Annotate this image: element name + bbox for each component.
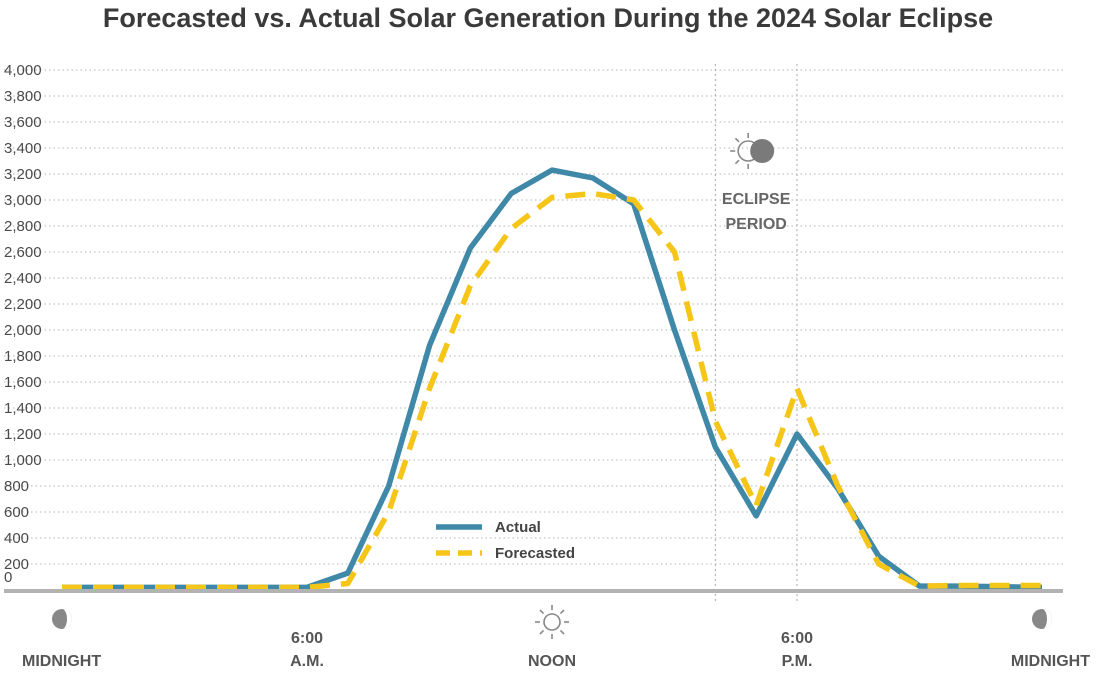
- y-tick-label: 1,200: [4, 426, 42, 443]
- eclipse-ray: [734, 137, 740, 143]
- series-line-forecasted: [62, 190, 1042, 591]
- legend-label: Forecasted: [495, 545, 575, 562]
- eclipse-ray: [734, 159, 740, 165]
- sun-ray: [559, 609, 565, 615]
- y-tick-label: 2,600: [4, 244, 42, 261]
- y-tick-label: 3,000: [4, 192, 42, 209]
- series-lines: [62, 167, 1043, 591]
- legend: Actual Forecasted: [436, 519, 575, 562]
- y-tick-label: 600: [4, 504, 29, 521]
- x-axis-label: 6:00: [291, 630, 323, 647]
- sun-icon: [535, 605, 569, 639]
- y-tick-label: 2,000: [4, 322, 42, 339]
- eclipse-period: ECLIPSE PERIOD: [714, 64, 798, 604]
- eclipse-icon: [730, 133, 775, 169]
- eclipse-label: PERIOD: [725, 216, 786, 233]
- y-tick-label: 400: [4, 530, 29, 547]
- y-tick-label: 200: [4, 556, 29, 573]
- moon-icon: [52, 609, 72, 629]
- legend-label: Actual: [495, 519, 541, 536]
- sun-ray: [559, 629, 565, 635]
- eclipse-label: ECLIPSE: [722, 191, 791, 208]
- y-tick-label: 800: [4, 478, 29, 495]
- x-axis-label: 6:00: [781, 630, 813, 647]
- y-tick-label: 3,200: [4, 166, 42, 183]
- sun-ray: [539, 629, 545, 635]
- y-tick-label: 3,600: [4, 114, 42, 131]
- y-tick-label: 0: [4, 569, 12, 586]
- x-axis-label: A.M.: [290, 653, 324, 670]
- x-axis-label: NOON: [528, 653, 576, 670]
- y-tick-label: 1,400: [4, 400, 42, 417]
- y-tick-label: 2,200: [4, 296, 42, 313]
- moon-icon: [1032, 609, 1052, 629]
- y-tick-label: 1,000: [4, 452, 42, 469]
- y-tick-label: 3,800: [4, 88, 42, 105]
- eclipse-moon: [750, 139, 775, 163]
- y-tick-label: 1,600: [4, 374, 42, 391]
- y-tick-label: 4,000: [4, 62, 42, 79]
- x-axis-label: P.M.: [782, 653, 813, 670]
- x-axis-label: MIDNIGHT: [22, 653, 101, 670]
- y-tick-label: 2,800: [4, 218, 42, 235]
- sun-ray: [539, 609, 545, 615]
- grid: [4, 69, 1063, 565]
- chart-title: Forecasted vs. Actual Solar Generation D…: [103, 3, 993, 33]
- x-axis-label: MIDNIGHT: [1011, 653, 1090, 670]
- series-line-actual: [62, 167, 1043, 591]
- moon-light: [62, 609, 72, 629]
- y-tick-label: 2,400: [4, 270, 42, 287]
- x-axis-markers: MIDNIGHT 6:00 A.M. NOON 6:00 P.M. MIDNIGHT: [22, 605, 1090, 670]
- y-tick-label: 1,800: [4, 348, 42, 365]
- y-tick-label: 3,400: [4, 140, 42, 157]
- sun-disc: [543, 613, 561, 631]
- moon-light: [1042, 609, 1052, 629]
